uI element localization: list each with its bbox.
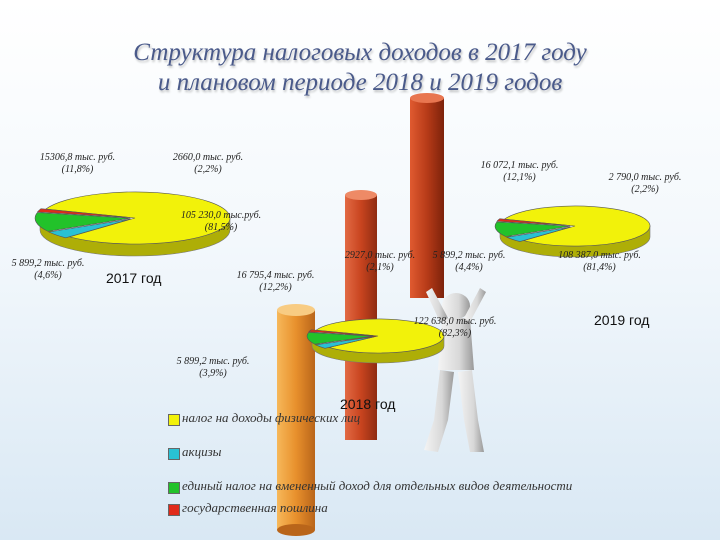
column-red — [345, 190, 377, 440]
pie-2018-label-akcizy: 5 899,2 тыс. руб. (3,9%) — [176, 356, 250, 379]
pie-2-slice-envd — [494, 221, 571, 237]
legend-label-poshlina: государственная пошлина — [182, 500, 328, 515]
legend-label-akcizy: акцизы — [182, 444, 222, 459]
pie-1-slice-akcizy — [314, 336, 374, 349]
pie-0-slice-akcizy — [47, 218, 132, 239]
pie-2-slice-akcizy — [505, 226, 572, 242]
pie-2018-label-ndfl: 122 638,0 тыс. руб. (82,3%) — [413, 316, 497, 339]
legend-swatch-ndfl — [168, 414, 180, 426]
column-dark-red — [410, 93, 444, 298]
pie-1-slice-envd — [306, 332, 374, 345]
pie-2-slice-ndfl — [503, 205, 651, 247]
pie-1-slice-poshlina — [308, 329, 374, 336]
legend-item-envd: единый налог на вмененный доход для отде… — [168, 478, 588, 500]
pie-2019-label-akcizy: 5 899,2 тыс. руб. (4,4%) — [432, 250, 506, 273]
pie-2019-label-envd: 16 072,1 тыс. руб. (12,1%) — [480, 160, 559, 183]
title-line-1: Структура налоговых доходов в 2017 году — [133, 39, 587, 66]
pie-0-slice-poshlina — [36, 208, 131, 218]
decorative-columns — [277, 93, 444, 536]
title-line-2: и плановом периоде 2018 и 2019 годов — [157, 69, 563, 96]
pie-0-slice-ndfl — [44, 191, 231, 245]
legend-item-ndfl: налог на доходы физических лиц — [168, 410, 588, 444]
pie-0 — [34, 191, 231, 257]
year-label-2019: 2019 год — [594, 312, 650, 328]
legend-item-akcizy: акцизы — [168, 444, 588, 478]
pie-2 — [494, 205, 651, 258]
legend-label-ndfl: налог на доходы физических лиц — [182, 410, 361, 425]
year-label-2018: 2018 год — [340, 396, 396, 412]
pie-2017-label-ndfl: 105 230,0 тыс.руб. (81,5%) — [180, 210, 262, 233]
pie-2-slice-poshlina — [496, 218, 571, 226]
figure-illustration — [424, 288, 486, 452]
legend-label-envd: единый налог на вмененный доход для отде… — [182, 478, 573, 493]
page-title: Структура налоговых доходов в 2017 году … — [60, 38, 660, 98]
pie-2017-label-akcizy: 5 899,2 тыс. руб. (4,6%) — [11, 258, 85, 281]
pie-2018-label-poshlina: 2927,0 тыс. руб. (2,1%) — [344, 250, 416, 273]
pie-2017-label-envd: 15306,8 тыс. руб. (11,8%) — [39, 152, 116, 175]
pie-2019-label-ndfl: 108 387,0 тыс. руб. (81,4%) — [558, 250, 641, 273]
legend-swatch-envd — [168, 482, 180, 494]
pie-1 — [306, 318, 445, 364]
pie-2019-label-poshlina: 2 790,0 тыс. руб. (2,2%) — [608, 172, 682, 195]
legend-swatch-akcizy — [168, 448, 180, 460]
year-label-2017: 2017 год — [106, 270, 162, 286]
legend-item-poshlina: государственная пошлина — [168, 500, 588, 534]
pie-2017-label-poshlina: 2660,0 тыс. руб. (2,2%) — [172, 152, 244, 175]
pie-0-slice-envd — [34, 212, 131, 232]
pie-2018-label-envd: 16 795,4 тыс. руб. (12,2%) — [236, 270, 315, 293]
pie-charts — [34, 191, 651, 364]
legend: налог на доходы физических лиц акцизы ед… — [168, 410, 588, 534]
column-orange — [277, 304, 315, 536]
pie-1-slice-ndfl — [315, 318, 445, 354]
legend-swatch-poshlina — [168, 504, 180, 516]
